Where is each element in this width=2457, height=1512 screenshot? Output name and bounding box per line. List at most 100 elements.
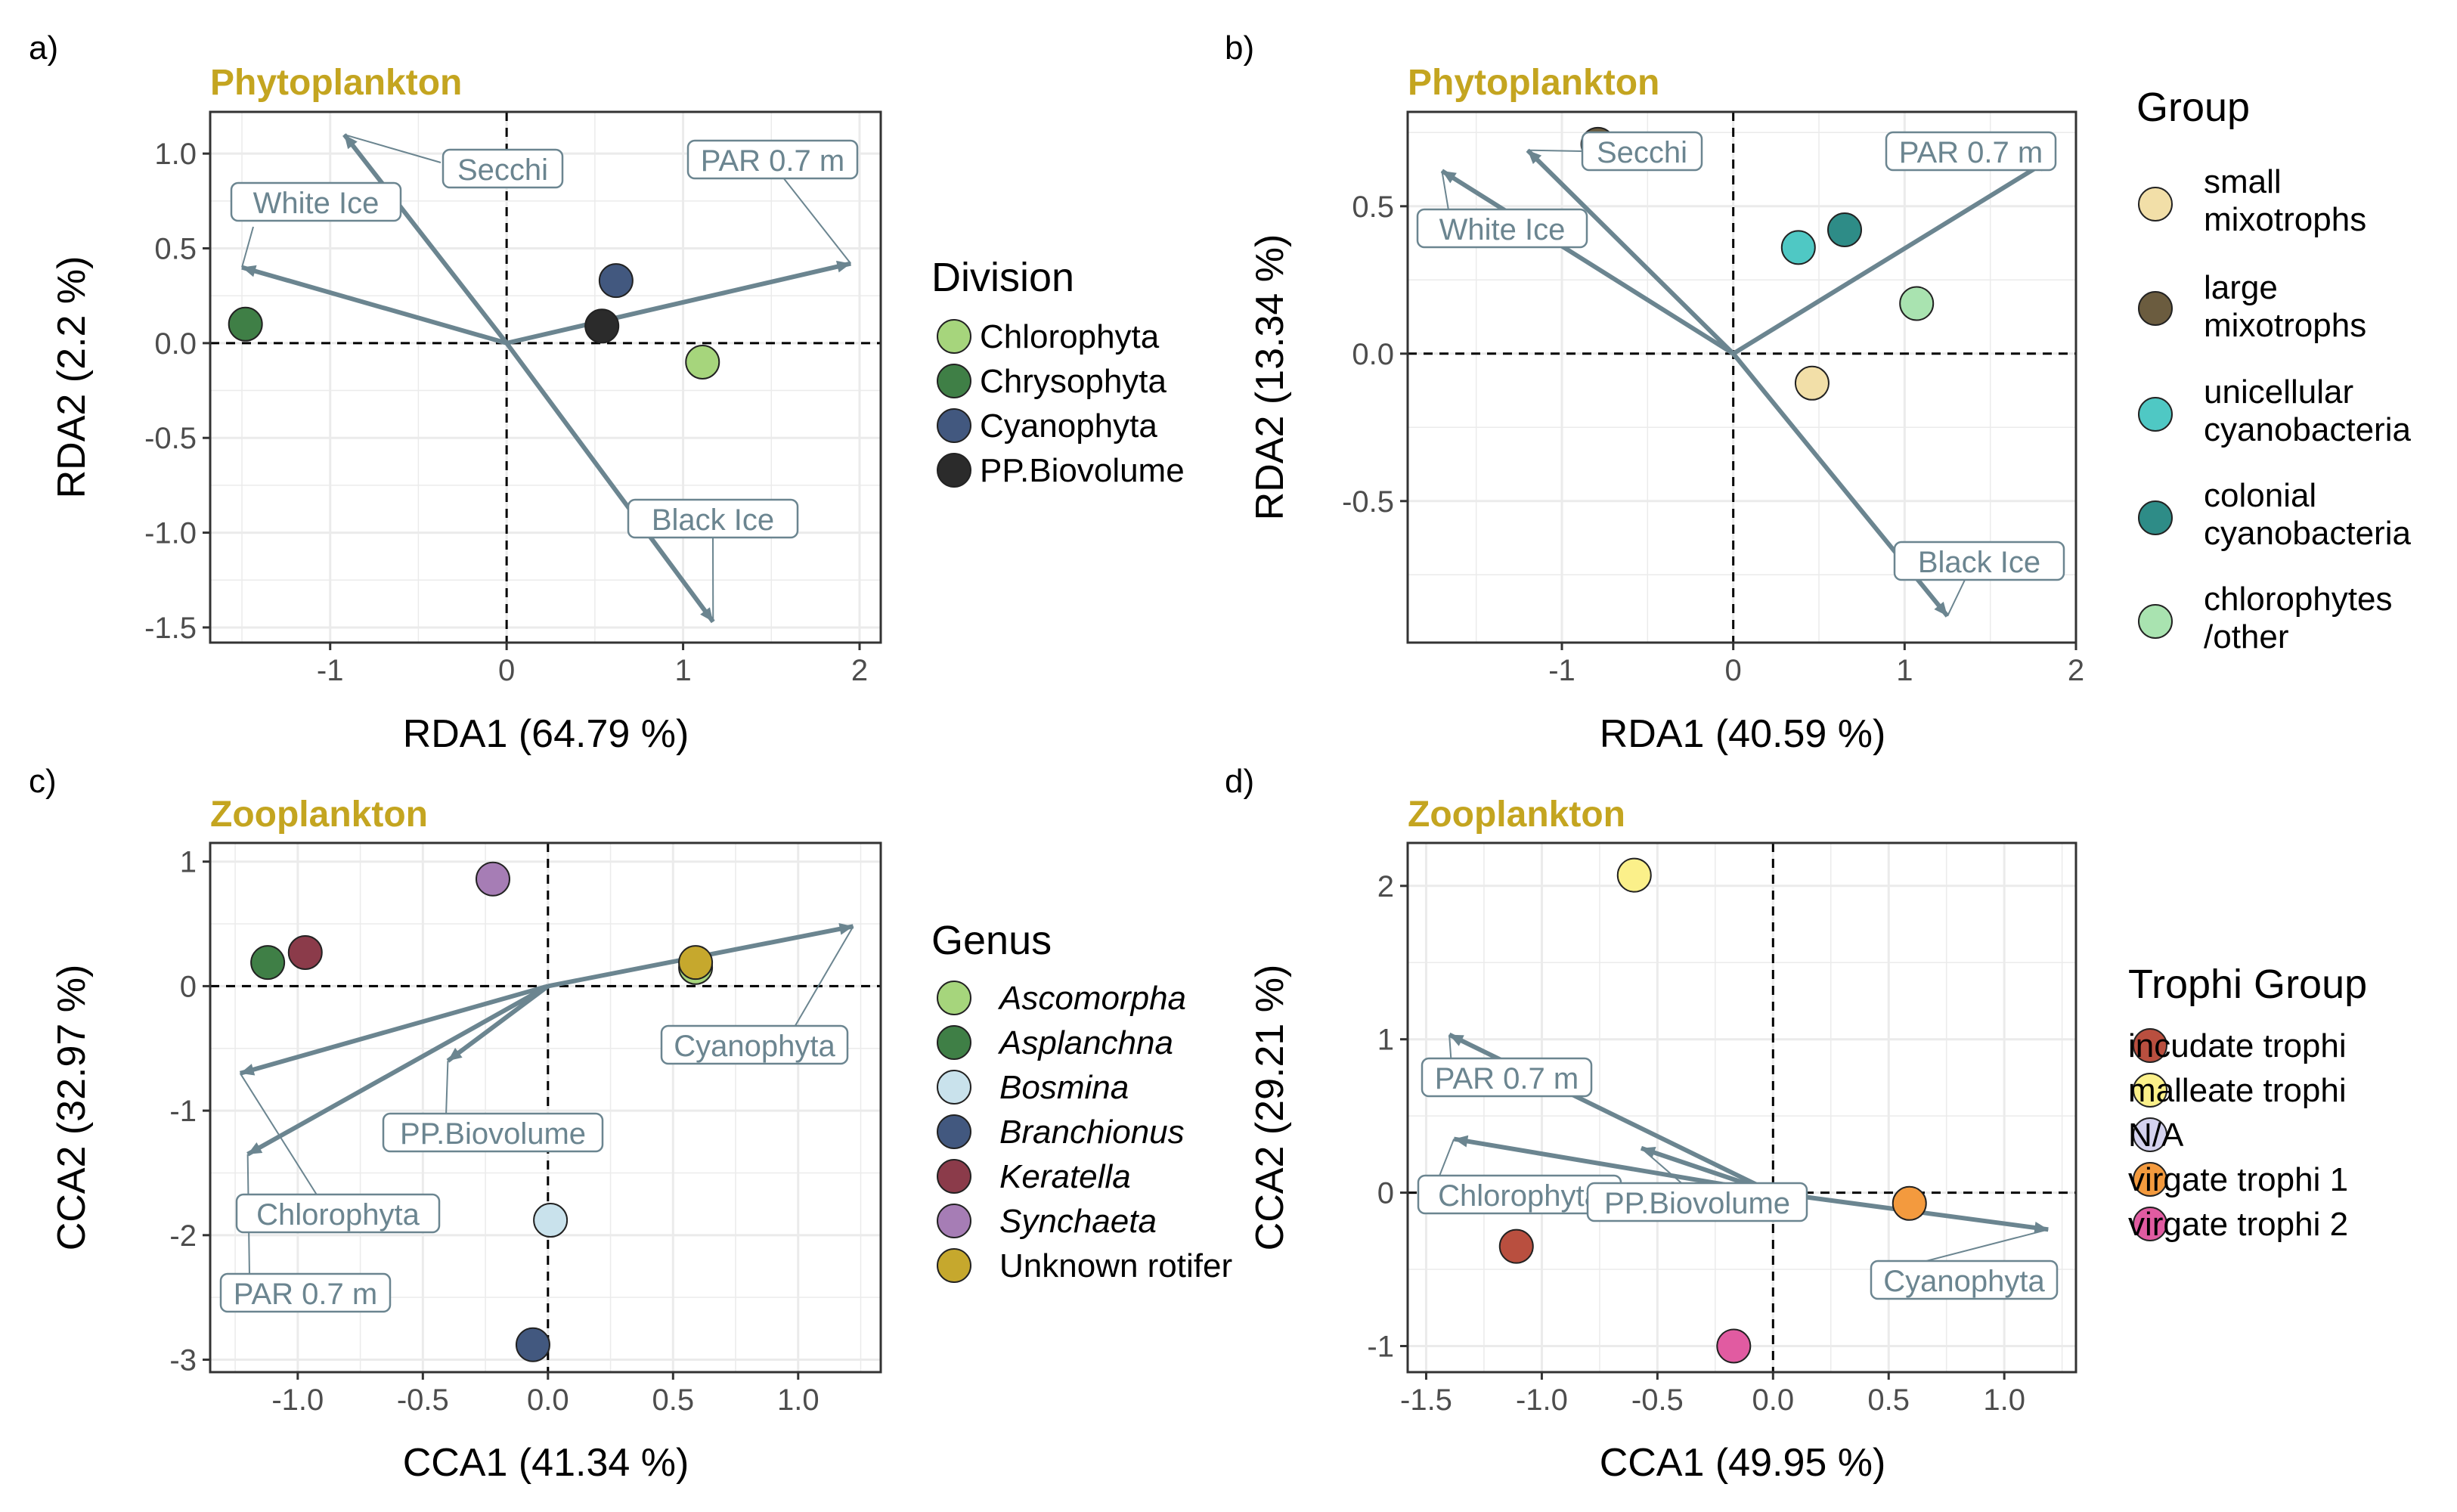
arrow-label-box (1421, 1057, 1593, 1098)
y-tick-label: 0.5 (154, 233, 197, 266)
point-keratella (287, 934, 323, 970)
x-tick-label: -1.0 (271, 1383, 324, 1417)
arrow-black-ice (504, 342, 715, 624)
y-tick-label: -0.5 (1342, 485, 1394, 519)
point-bosmina (533, 1203, 569, 1238)
arrow-label-box (230, 181, 402, 222)
x-tick-label: 1 (1896, 654, 1913, 687)
legend-label: virgate trophi 2 (2128, 1206, 2348, 1243)
arrow-label-leader (1641, 1148, 1687, 1188)
legend-label: Branchionus (999, 1114, 1185, 1151)
arrow-label-leader (1438, 1139, 1455, 1179)
arrow-par-0-7-m (506, 261, 851, 345)
arrow-chlorophyta (239, 984, 549, 1076)
arrowhead (1454, 1135, 1469, 1148)
x-tick-label: -1 (1548, 654, 1576, 687)
biplot-arrows (241, 133, 852, 624)
point-asplanchna (250, 945, 286, 981)
arrow-secchi (1526, 148, 1735, 355)
arrow-labels: Secchi White Ice PAR 0.7 m Black Ice (230, 139, 859, 539)
y-tick-label: -2 (169, 1219, 197, 1253)
legend-label: Chlorophyta (980, 318, 1160, 355)
point-chlorophyta (685, 344, 720, 380)
legend-key (937, 981, 971, 1015)
panel-border (209, 841, 882, 1374)
point-chlorophytes-other (1899, 286, 1935, 321)
x-tick-label: 0.0 (527, 1383, 569, 1417)
x-tick-label: 1.0 (777, 1383, 820, 1417)
x-axis-label: RDA1 (40.59 %) (1600, 712, 1886, 756)
arrow-label: Chlorophyta (256, 1198, 420, 1232)
legend-key (937, 319, 971, 354)
point-virgate-trophi-1 (1892, 1185, 1927, 1221)
x-axis-label: CCA1 (49.95 %) (1600, 1441, 1886, 1485)
arrow-label-box (1416, 208, 1588, 249)
point-chrysophyta (228, 306, 263, 342)
legend-key (2133, 1117, 2167, 1152)
legend-label: virgate trophi 1 (2128, 1161, 2348, 1198)
y-tick-label: -1.5 (144, 612, 197, 645)
legend-label-line: cyanobacteria (2204, 515, 2411, 552)
axes: -1 0 1 2 0.5 0.0 -0.5 RDA1 (40.59 %) RDA2 (13.34… (1248, 191, 2084, 756)
legend-label-line: small (2204, 163, 2282, 200)
arrowhead (1934, 601, 1947, 616)
panel-title: Zooplankton (210, 795, 428, 835)
points (250, 861, 714, 1362)
point-small-mixotrophs (1794, 365, 1830, 401)
panel-d: d) Zooplankton PAR 0.7 m Chlorophyta PP.Biov… (1225, 763, 2367, 1485)
legend-key (937, 1114, 971, 1149)
arrow-label-leader (1919, 1228, 2049, 1263)
arrow-label-box (1885, 131, 2057, 172)
y-tick-label: 0 (180, 970, 197, 1003)
panel-tag: a) (29, 29, 58, 67)
arrowhead (240, 1064, 256, 1076)
legend-label: large mixotrophs (2204, 269, 2366, 344)
panel-border (1406, 841, 2077, 1374)
legend-label-line: unicellular (2204, 373, 2353, 411)
arrow-label: PAR 0.7 m (1899, 136, 2043, 169)
arrowhead (448, 1048, 463, 1061)
legend-label: PP.Biovolume (980, 452, 1185, 489)
arrow-label: Cyanophyta (674, 1030, 835, 1063)
arrow-par-0-7-m (1732, 156, 2052, 356)
panel-tag: b) (1225, 29, 1254, 67)
point-incudate-trophi (1498, 1228, 1534, 1264)
arrow-label-leader (779, 173, 852, 265)
legend-label: chlorophytes/other (2204, 581, 2392, 655)
point-synchaeta (475, 861, 510, 897)
axes: -1.5 -1.0 -0.5 0.0 0.5 1.0 2 1 0 -1 CCA1 (49.95 %)… (1248, 870, 2025, 1485)
x-tick-label: 1 (674, 654, 691, 687)
arrow-white-ice (241, 265, 507, 345)
arrowhead (242, 265, 257, 277)
y-tick-label: 1 (1377, 1024, 1394, 1057)
points (228, 263, 720, 380)
arrow-label: Cyanophyta (1883, 1265, 2045, 1298)
arrow-label: Secchi (1597, 136, 1687, 169)
point-cyanophyta (598, 263, 634, 299)
arrow-label-box (627, 498, 799, 539)
axes: -1.0 -0.5 0.0 0.5 1.0 1 0 -1 -2 -3 CCA1 (41.34 %) C… (50, 846, 820, 1485)
arrow-labels: Cyanophyta PP.Biovolume Chlorophyta PAR 0.7… (219, 1024, 849, 1313)
legend-label: small mixotrophs (2204, 163, 2366, 238)
legend-label: Synchaeta (999, 1203, 1157, 1240)
y-tick-label: 2 (1377, 870, 1394, 903)
panel-tag: c) (29, 763, 57, 800)
arrow-pp-biovolume (446, 984, 550, 1063)
arrow-label: White Ice (1439, 213, 1566, 246)
arrowhead (838, 922, 854, 935)
legend-key (937, 408, 971, 443)
x-tick-label: 0.0 (1752, 1383, 1794, 1417)
grid (1408, 112, 2077, 643)
arrow-label-box (442, 148, 564, 189)
y-tick-label: 1.0 (154, 138, 197, 171)
x-tick-label: 2 (851, 654, 868, 687)
x-axis-label: CCA1 (41.34 %) (403, 1441, 689, 1485)
panel-b: b) Phytoplankton Secchi White Ice PAR 0.7 m B… (1225, 29, 2411, 756)
legend: Genus Ascomorpha Asplanchna Bosmina Branchio… (931, 918, 1232, 1284)
y-tick-label: -3 (169, 1344, 197, 1377)
point-virgate-trophi-2 (1716, 1328, 1752, 1364)
point-unknown-rotifer (678, 945, 714, 981)
arrow-label: PAR 0.7 m (701, 144, 844, 178)
arrowhead (1449, 1034, 1464, 1046)
